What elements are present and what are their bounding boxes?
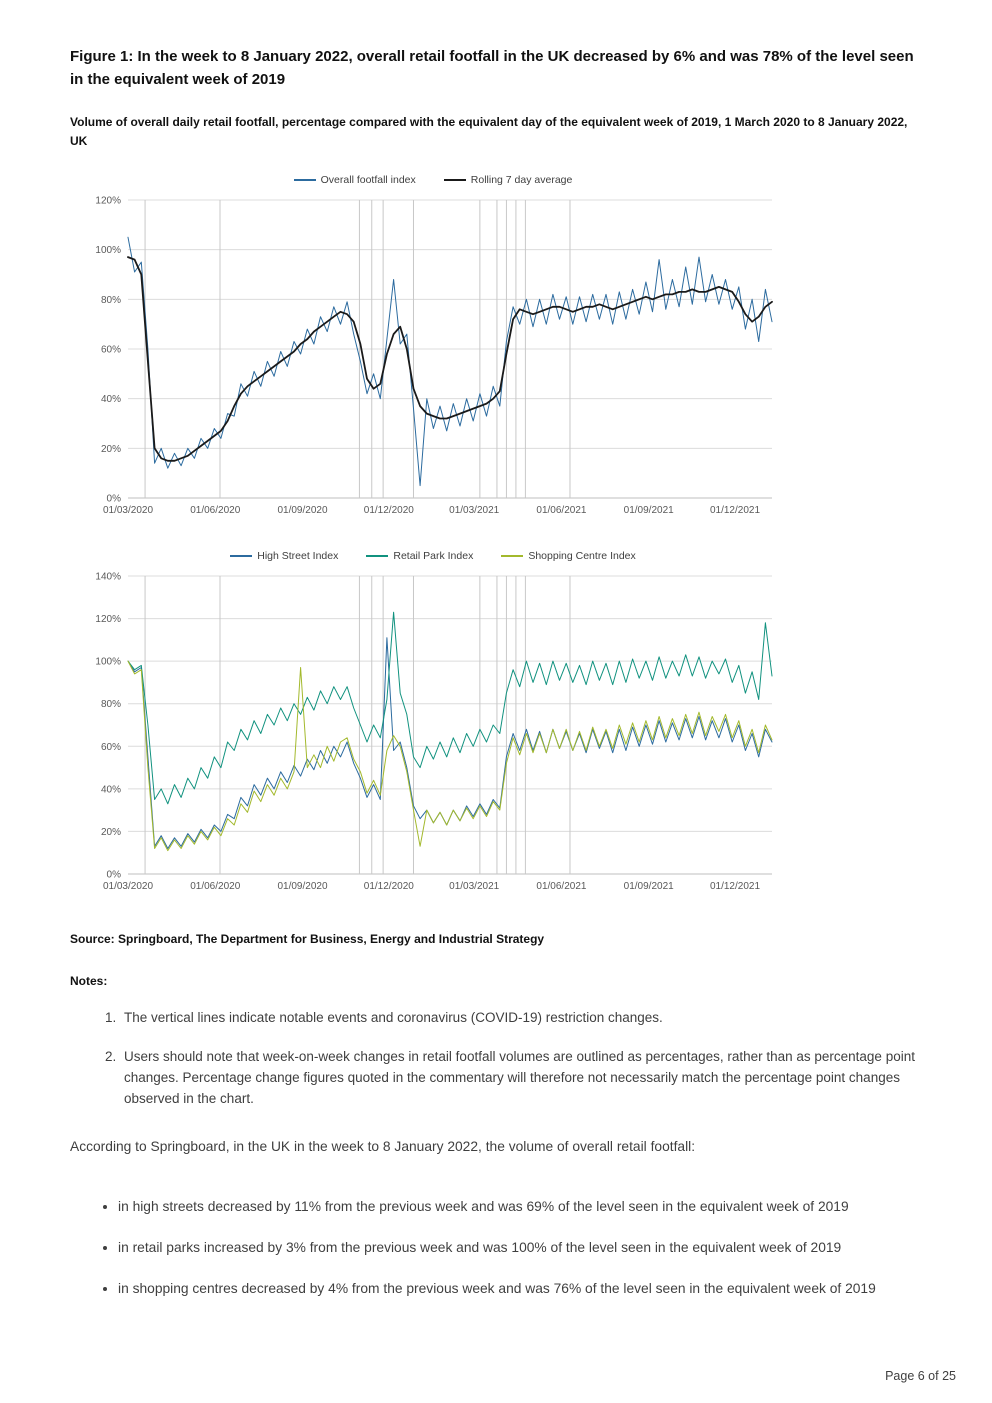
svg-text:60%: 60% <box>101 742 121 753</box>
list-item: in retail parks increased by 3% from the… <box>118 1238 922 1259</box>
svg-text:0%: 0% <box>107 870 122 881</box>
svg-text:01/12/2020: 01/12/2020 <box>364 505 414 516</box>
svg-text:01/03/2020: 01/03/2020 <box>103 505 153 516</box>
svg-text:01/12/2021: 01/12/2021 <box>710 881 760 892</box>
page-number: Page 6 of 25 <box>885 1369 956 1383</box>
legend-line-swatch <box>230 554 253 558</box>
svg-text:40%: 40% <box>101 785 121 796</box>
legend-item: High Street Index <box>230 550 338 562</box>
svg-text:60%: 60% <box>101 345 121 356</box>
svg-text:01/12/2021: 01/12/2021 <box>710 505 760 516</box>
sector-footfall-chart: High Street Index Retail Park Index Shoppi… <box>78 550 788 902</box>
svg-text:01/06/2021: 01/06/2021 <box>536 505 586 516</box>
svg-text:40%: 40% <box>101 394 121 405</box>
list-item: in high streets decreased by 11% from th… <box>118 1197 922 1218</box>
document-page: Figure 1: In the week to 8 January 2022,… <box>0 0 992 1299</box>
svg-text:01/09/2021: 01/09/2021 <box>624 881 674 892</box>
notes-label: Notes: <box>70 974 108 989</box>
svg-text:80%: 80% <box>101 699 121 710</box>
svg-text:01/03/2021: 01/03/2021 <box>449 881 499 892</box>
svg-text:100%: 100% <box>95 245 121 256</box>
legend-label: Overall footfall index <box>320 174 416 187</box>
legend-label: Retail Park Index <box>393 550 474 563</box>
svg-text:120%: 120% <box>95 614 121 625</box>
legend-line-swatch <box>366 554 389 558</box>
notes-list: The vertical lines indicate notable even… <box>70 1008 922 1110</box>
svg-text:01/09/2020: 01/09/2020 <box>277 881 327 892</box>
svg-text:01/03/2021: 01/03/2021 <box>449 505 499 516</box>
figure-title: Figure 1: In the week to 8 January 2022,… <box>70 48 914 88</box>
legend-line-swatch <box>443 178 466 182</box>
svg-text:120%: 120% <box>95 196 121 207</box>
overall-footfall-chart-canvas: 0% 20% 40% 60% 80% 100% 120% 01/03/2020 01/06/20… <box>95 196 773 516</box>
legend-label: Rolling 7 day average <box>470 174 573 187</box>
legend-line-swatch <box>293 178 316 182</box>
list-item: Users should note that week-on-week chan… <box>120 1047 922 1110</box>
svg-text:0%: 0% <box>107 494 122 505</box>
svg-text:01/06/2020: 01/06/2020 <box>190 505 240 516</box>
sector-footfall-chart-canvas: 0% 20% 40% 60% 80% 100% 120% 140% 01/03/2020 01/0… <box>95 572 773 892</box>
legend-item: Rolling 7 day average <box>443 174 573 187</box>
chart-legend: High Street Index Retail Park Index Shoppi… <box>78 550 788 562</box>
svg-text:01/03/2020: 01/03/2020 <box>103 881 153 892</box>
chart-legend: Overall footfall index Rolling 7 day aver… <box>78 174 788 186</box>
svg-text:01/09/2020: 01/09/2020 <box>277 505 327 516</box>
list-item: The vertical lines indicate notable even… <box>120 1008 922 1029</box>
source-line: Source: Springboard, The Department for … <box>70 932 545 947</box>
legend-label: Shopping Centre Index <box>528 550 636 563</box>
overall-footfall-chart: Overall footfall index Rolling 7 day aver… <box>78 174 788 526</box>
legend-item: Shopping Centre Index <box>501 550 636 563</box>
svg-text:100%: 100% <box>95 657 121 668</box>
legend-item: Overall footfall index <box>293 174 416 187</box>
svg-text:01/09/2021: 01/09/2021 <box>624 505 674 516</box>
svg-text:20%: 20% <box>101 827 121 838</box>
svg-text:80%: 80% <box>101 295 121 306</box>
figure-subtitle: Volume of overall daily retail footfall,… <box>70 115 908 148</box>
svg-text:140%: 140% <box>95 572 121 583</box>
svg-text:01/06/2021: 01/06/2021 <box>536 881 586 892</box>
list-item: in shopping centres decreased by 4% from… <box>118 1279 922 1300</box>
legend-label: High Street Index <box>257 550 339 563</box>
svg-text:20%: 20% <box>101 444 121 455</box>
legend-item: Retail Park Index <box>366 550 473 562</box>
summary-paragraph: According to Springboard, in the UK in t… <box>70 1138 696 1154</box>
summary-bullet-list: in high streets decreased by 11% from th… <box>70 1197 922 1299</box>
svg-text:01/12/2020: 01/12/2020 <box>364 881 414 892</box>
svg-text:01/06/2020: 01/06/2020 <box>190 881 240 892</box>
legend-line-swatch <box>501 554 524 558</box>
